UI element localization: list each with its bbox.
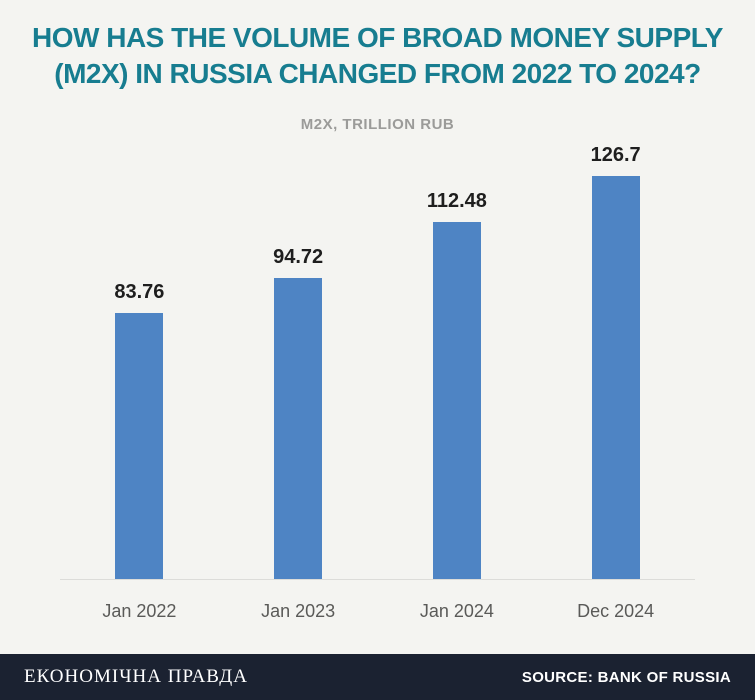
bar-value-label: 94.72 (273, 246, 324, 268)
bar-jan-2023 (274, 278, 323, 580)
chart-subtitle: M2X, TRILLION RUB (300, 116, 455, 133)
x-axis-label-jan-2024: Jan 2024 (419, 601, 494, 621)
x-axis-labels: Jan 2022 Jan 2023 Jan 2024 Dec 2024 (60, 601, 695, 622)
footer-bar: ЕКОНОМІЧНА ПРАВДА SOURCE: BANK OF RUSSIA (0, 654, 755, 700)
bar-dec-2024 (591, 176, 640, 580)
bar-group-dec-2024: 126.7 (536, 120, 695, 580)
source-credit: SOURCE: BANK OF RUSSIA (521, 668, 731, 686)
bar-jan-2022 (115, 313, 164, 580)
x-axis-label-dec-2024: Dec 2024 (577, 601, 655, 621)
chart-title-line2: (M2X) IN RUSSIA CHANGED FROM 2022 TO 202… (54, 58, 701, 89)
bar-group-jan-2024: 112.48 (378, 120, 537, 580)
x-axis-line (60, 579, 695, 580)
chart-title: HOW HAS THE VOLUME OF BROAD MONEY SUPPLY… (0, 20, 755, 92)
chart-title-line1: HOW HAS THE VOLUME OF BROAD MONEY SUPPLY (32, 22, 723, 53)
bar-group-jan-2023: 94.72 (219, 120, 378, 580)
bar-value-label: 83.76 (114, 281, 165, 303)
bar-group-jan-2022: 83.76 (60, 120, 219, 580)
x-axis-label-jan-2022: Jan 2022 (102, 601, 177, 621)
bar-value-label: 126.7 (590, 144, 641, 166)
brand-logo: ЕКОНОМІЧНА ПРАВДА (24, 666, 248, 687)
bar-chart-plot-area: 83.76 94.72 112.48 126.7 (60, 120, 695, 580)
x-axis-label-jan-2023: Jan 2023 (261, 601, 336, 621)
bar-value-label: 112.48 (426, 190, 487, 212)
bar-jan-2024 (432, 222, 481, 580)
